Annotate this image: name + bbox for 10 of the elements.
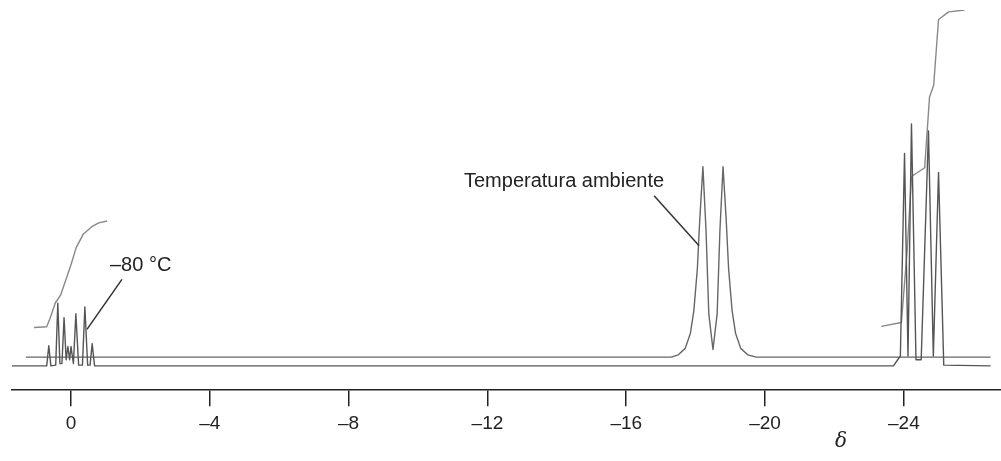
x-tick-label: –12 bbox=[471, 411, 504, 433]
annotation: Temperatura ambiente bbox=[463, 169, 665, 192]
x-tick-label: –4 bbox=[199, 411, 221, 433]
x-tick-label: –16 bbox=[610, 411, 643, 433]
x-tick-label: –20 bbox=[749, 411, 781, 433]
x-axis-title: δ bbox=[834, 428, 848, 453]
x-tick-label: 0 bbox=[65, 411, 77, 433]
x-tick-label: –8 bbox=[338, 411, 360, 433]
x-tick-label: –24 bbox=[887, 411, 921, 433]
annotation: –80 °C bbox=[109, 252, 172, 275]
